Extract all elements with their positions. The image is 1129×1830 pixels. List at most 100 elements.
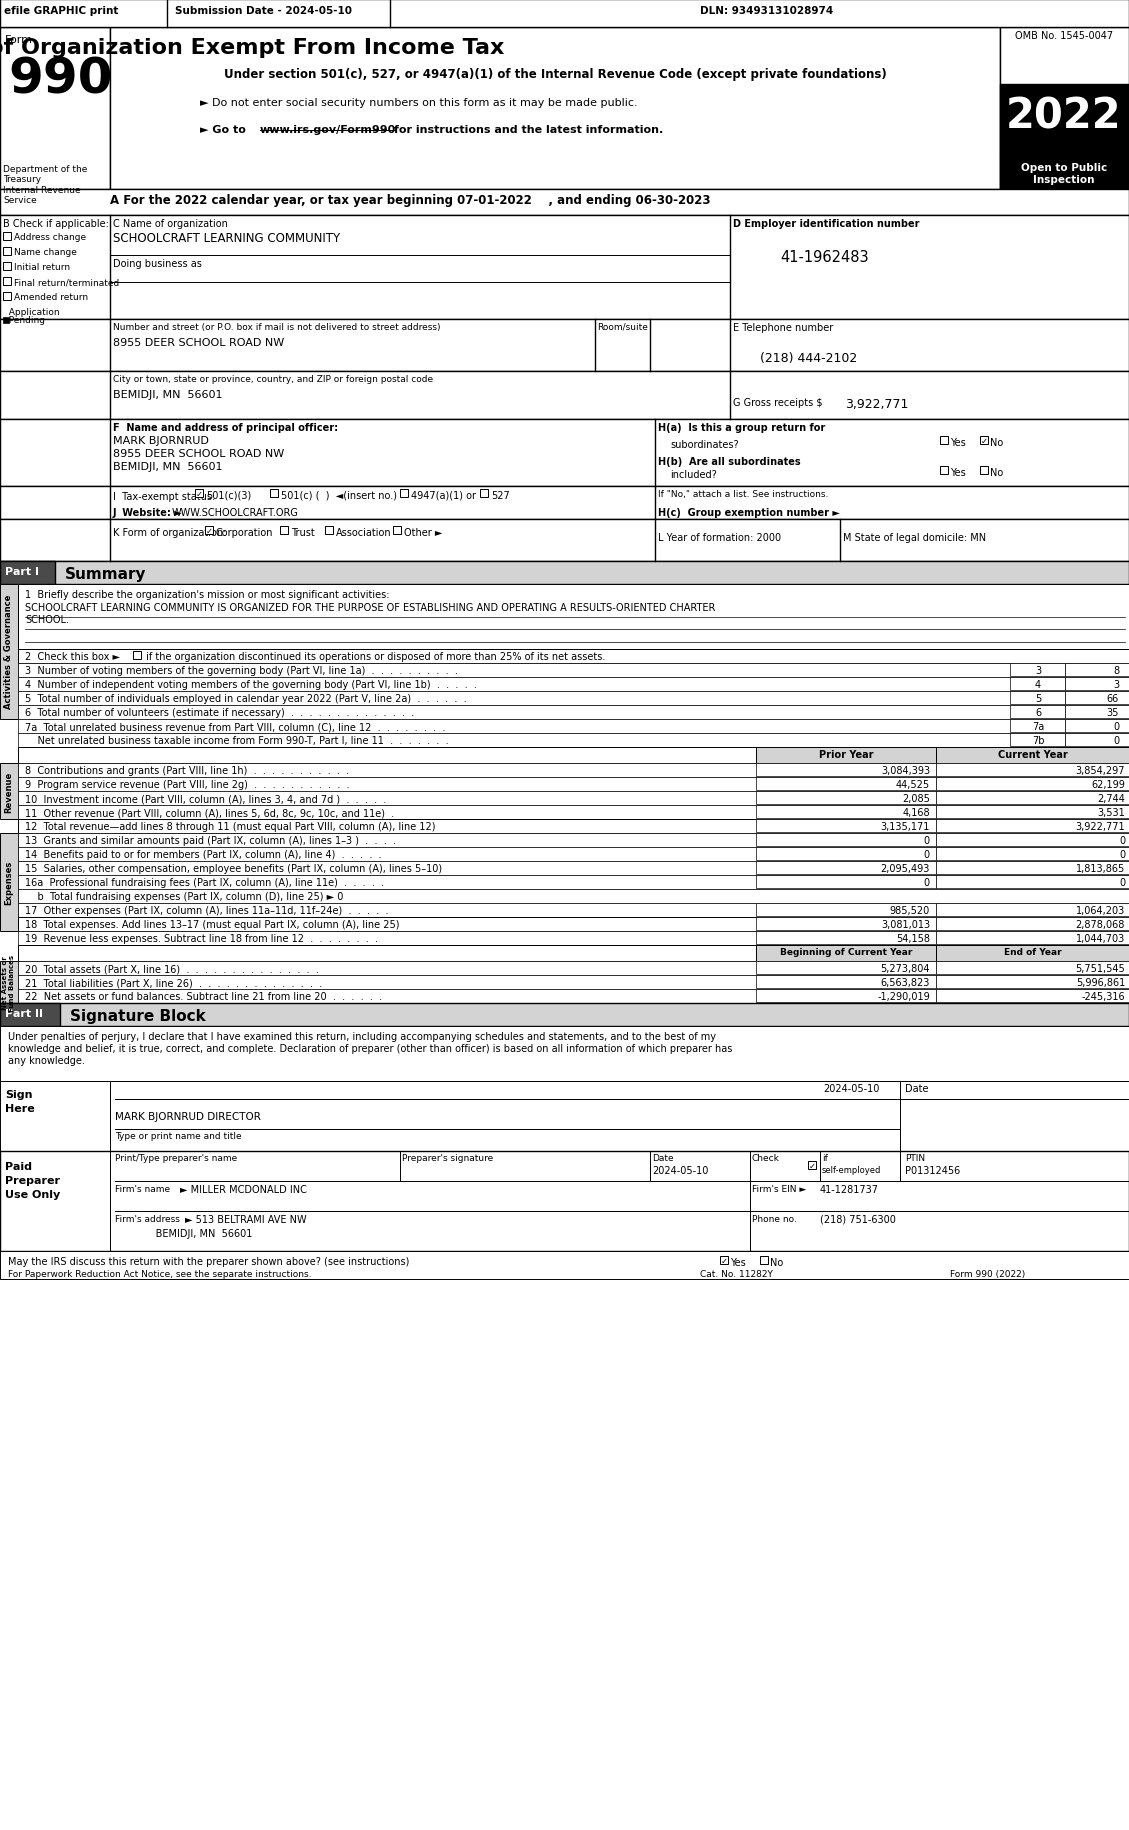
Text: 6,563,823: 6,563,823 [881,977,930,988]
Text: L Year of formation: 2000: L Year of formation: 2000 [658,533,781,544]
Text: 44,525: 44,525 [896,780,930,789]
Text: Date: Date [905,1083,928,1093]
Text: 62,199: 62,199 [1091,780,1124,789]
Text: Summary: Summary [65,567,147,582]
Text: Firm's address: Firm's address [115,1215,180,1222]
Text: efile GRAPHIC print: efile GRAPHIC print [5,5,119,16]
Text: Firm's name: Firm's name [115,1184,170,1193]
Bar [1065,706,1129,719]
Text: 527: 527 [491,490,510,501]
Bar [18,875,1129,889]
Text: subordinates?: subordinates? [669,439,738,450]
Text: 3  Number of voting members of the governing body (Part VI, line 1a)  .  .  .  .: 3 Number of voting members of the govern… [25,666,458,675]
Bar [756,847,936,860]
Text: Amended return: Amended return [14,293,88,302]
Bar [1010,719,1065,732]
Bar [756,748,936,763]
Text: P01312456: P01312456 [905,1166,961,1175]
Bar [270,490,278,498]
Text: 11  Other revenue (Part VIII, column (A), lines 5, 6d, 8c, 9c, 10c, and 11e)  .: 11 Other revenue (Part VIII, column (A),… [25,807,394,818]
Text: 0: 0 [1119,849,1124,860]
Bar [0,763,18,820]
Text: Cat. No. 11282Y: Cat. No. 11282Y [700,1270,773,1279]
Text: 8955 DEER SCHOOL ROAD NW: 8955 DEER SCHOOL ROAD NW [113,448,285,459]
Bar [756,917,936,930]
Bar [0,833,18,931]
Bar [0,1003,60,1027]
Text: 501(c) (  )  ◄(insert no.): 501(c) ( ) ◄(insert no.) [281,490,397,501]
Bar [18,975,1129,990]
Text: 2,878,068: 2,878,068 [1076,919,1124,930]
Bar [756,763,936,776]
Text: 20  Total assets (Part X, line 16)  .  .  .  .  .  .  .  .  .  .  .  .  .  .  .: 20 Total assets (Part X, line 16) . . . … [25,963,318,974]
Bar [18,889,1129,904]
Bar [393,527,401,534]
Text: 4  Number of independent voting members of the governing body (Part VI, line 1b): 4 Number of independent voting members o… [25,679,476,690]
Bar [18,677,1129,692]
Text: 7a: 7a [1032,721,1044,732]
Bar [936,820,1129,833]
Bar [936,792,1129,805]
Text: ► Do not enter social security numbers on this form as it may be made public.: ► Do not enter social security numbers o… [200,99,638,108]
Text: 5,751,545: 5,751,545 [1075,963,1124,974]
Text: Yes: Yes [949,437,965,448]
Bar [1000,84,1129,159]
Bar [18,734,1129,748]
Text: 0: 0 [924,836,930,845]
Bar [756,990,936,1003]
Bar [936,847,1129,860]
Bar [936,904,1129,917]
Text: Yes: Yes [949,468,965,478]
Text: 5  Total number of individuals employed in calendar year 2022 (Part V, line 2a) : 5 Total number of individuals employed i… [25,694,466,703]
Bar [1010,734,1065,747]
Bar [0,371,1129,419]
Bar [18,990,1129,1003]
Text: B Check if applicable:: B Check if applicable: [3,220,108,229]
Text: 5: 5 [1035,694,1041,703]
Bar [0,487,1129,520]
Text: any knowledge.: any knowledge. [8,1056,85,1065]
Text: Part I: Part I [5,567,40,576]
Text: 6: 6 [1035,708,1041,717]
Text: ✓: ✓ [195,489,202,498]
Text: 1  Briefly describe the organization's mission or most significant activities:: 1 Briefly describe the organization's mi… [25,589,390,600]
Bar [18,748,1129,763]
Text: 2024-05-10: 2024-05-10 [653,1166,708,1175]
Bar [808,1162,816,1169]
Text: Use Only: Use Only [5,1190,60,1199]
Text: 2022: 2022 [1006,95,1122,137]
Text: Print/Type preparer's name: Print/Type preparer's name [115,1153,237,1162]
Bar [18,763,1129,778]
Text: 35: 35 [1106,708,1119,717]
Text: 3,922,771: 3,922,771 [1076,822,1124,831]
Text: knowledge and belief, it is true, correct, and complete. Declaration of preparer: knowledge and belief, it is true, correc… [8,1043,733,1054]
Bar [1010,664,1065,677]
Text: 19  Revenue less expenses. Subtract line 18 from line 12  .  .  .  .  .  .  .  .: 19 Revenue less expenses. Subtract line … [25,933,378,944]
Bar [756,961,936,974]
Text: DLN: 93493131028974: DLN: 93493131028974 [700,5,833,16]
Bar [980,467,988,474]
Bar [1065,719,1129,732]
Bar [0,1027,1129,1082]
Bar [18,931,1129,946]
Text: 12  Total revenue—add lines 8 through 11 (must equal Part VIII, column (A), line: 12 Total revenue—add lines 8 through 11 … [25,822,436,831]
Text: Revenue: Revenue [5,770,14,813]
Text: Prior Year: Prior Year [819,750,873,759]
Text: 3: 3 [1113,679,1119,690]
Text: Form: Form [5,35,33,46]
Text: (218) 444-2102: (218) 444-2102 [760,351,857,364]
Bar [18,961,1129,975]
Text: (218) 751-6300: (218) 751-6300 [820,1215,896,1224]
Bar [18,584,1129,650]
Text: self-employed: self-employed [822,1166,882,1175]
Text: 18  Total expenses. Add lines 13–17 (must equal Part IX, column (A), line 25): 18 Total expenses. Add lines 13–17 (must… [25,919,400,930]
Text: May the IRS discuss this return with the preparer shown above? (see instructions: May the IRS discuss this return with the… [8,1257,410,1266]
Bar [936,931,1129,944]
Bar [18,664,1129,677]
Text: Yes: Yes [730,1257,746,1268]
Bar [936,805,1129,818]
Text: BEMIDJI, MN  56601: BEMIDJI, MN 56601 [115,1228,253,1239]
Text: Address change: Address change [14,232,86,242]
Text: 8: 8 [1113,666,1119,675]
Bar [205,527,213,534]
